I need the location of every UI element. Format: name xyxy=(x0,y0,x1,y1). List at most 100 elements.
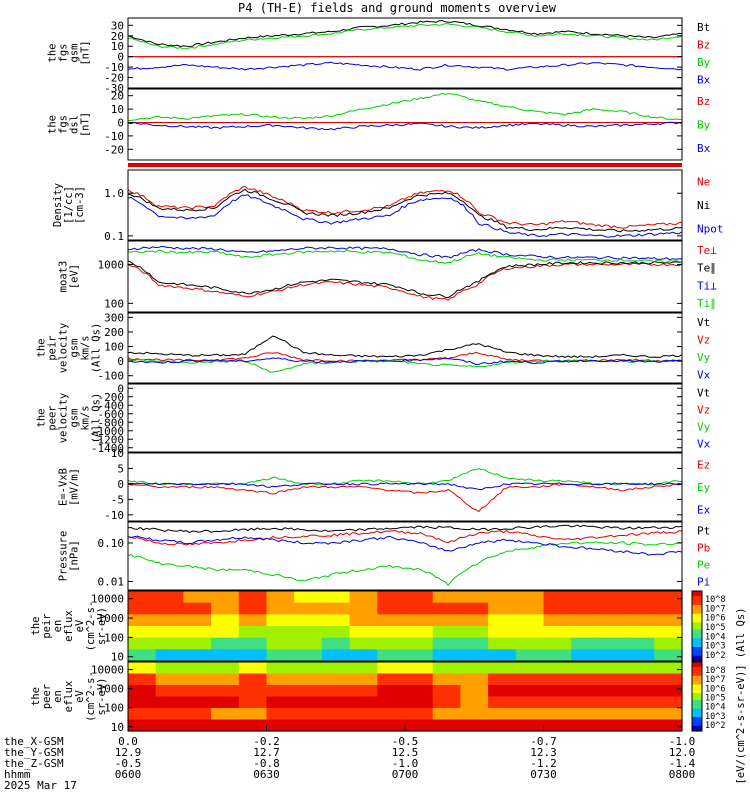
y-tick-label: 1000 xyxy=(98,612,125,625)
spectrogram-cell xyxy=(183,591,212,604)
legend-Te: Te⊥ xyxy=(697,244,717,257)
spectrogram-cell xyxy=(654,626,683,639)
panel-peir-vel: 300 200 1000 -100 the peir velocity gsm km/s (All… xyxy=(36,311,711,384)
spectrogram-cell xyxy=(294,637,323,650)
legend-Ni: Ni xyxy=(697,199,710,212)
spectrogram-cell xyxy=(515,719,545,732)
y-axis-label: km/s xyxy=(80,335,92,360)
colorbar-cell xyxy=(692,605,702,608)
spectrogram-cell xyxy=(155,685,184,698)
spectrogram-cell xyxy=(598,662,628,675)
colorbar-tick-label: 10^2 xyxy=(705,651,725,661)
spectrogram-cell xyxy=(432,685,461,698)
legend-Ex: Ex xyxy=(697,504,711,517)
spectrogram-cell xyxy=(238,708,268,721)
colorbar-cell xyxy=(692,624,702,627)
colorbar-cell xyxy=(692,601,702,604)
x-tick-label: -1.0 xyxy=(392,757,419,770)
legend-Pt: Pt xyxy=(697,525,710,538)
panel-frame-bg xyxy=(128,384,682,452)
colorbar-cell xyxy=(692,657,702,660)
panel-frame-bg xyxy=(128,18,682,88)
colorbar-cell xyxy=(692,594,702,597)
x-tick-label: -0.5 xyxy=(392,735,419,748)
spectrogram-cell xyxy=(377,696,406,709)
spectrogram-cell xyxy=(405,637,434,650)
y-tick-label: 10 xyxy=(111,721,124,734)
spectrogram-cell xyxy=(211,673,240,686)
y-axis-label: peer xyxy=(47,405,59,430)
colorbar-cell xyxy=(692,672,702,675)
spectrogram-cell xyxy=(266,637,295,650)
spectrogram-cell xyxy=(128,626,157,639)
colorbar-cell xyxy=(692,703,702,706)
x-tick-label: 12.3 xyxy=(530,746,557,759)
legend-Ti: Ti∥ xyxy=(697,297,716,310)
x-tick-label: -0.8 xyxy=(253,757,280,770)
y-axis-label: velocity xyxy=(58,393,70,444)
spectrogram-cell xyxy=(377,662,406,675)
spectrogram-cell xyxy=(349,649,378,662)
colorbar-cell xyxy=(692,710,702,713)
x-tick-label: -1.0 xyxy=(669,735,696,748)
series-Ti-line xyxy=(127,245,683,261)
spectrogram-cell xyxy=(183,708,212,721)
spectrogram-cell xyxy=(626,708,655,721)
y-axis-label: [cm-3] xyxy=(74,186,86,224)
spectrogram-cell xyxy=(321,626,351,639)
spectrogram-cell xyxy=(515,685,545,698)
spectrogram-cell xyxy=(377,637,406,650)
y-tick-label: -400 xyxy=(98,399,125,412)
panel-border xyxy=(127,383,683,453)
y-axis-label: en xyxy=(52,690,64,703)
spectrogram-cell xyxy=(211,614,240,627)
spectrogram-cell xyxy=(211,637,240,650)
spectrogram-cell xyxy=(405,696,434,709)
spectrogram-cell xyxy=(654,696,683,709)
spectrogram-cell xyxy=(571,708,600,721)
spectrogram-cell xyxy=(571,637,600,650)
colorbar-cell xyxy=(692,687,702,691)
y-axis-label: [nT] xyxy=(80,40,92,65)
series-Pb-line xyxy=(127,529,683,546)
series-Ez-line xyxy=(127,483,683,513)
colorbar-cell xyxy=(692,713,702,717)
y-tick-label: 0.10 xyxy=(98,537,125,550)
legend-Vy: Vy xyxy=(697,351,711,364)
y-tick-label: 20 xyxy=(111,30,124,43)
series-Ex-line xyxy=(127,482,683,491)
colorbar-tick-label: 10^3 xyxy=(705,712,725,722)
spectrogram-cell xyxy=(377,685,406,698)
spectrogram-cell xyxy=(128,662,157,675)
spectrogram-cell xyxy=(515,708,545,721)
colorbar-tick-label: 10^2 xyxy=(705,721,725,731)
spectrogram-cell xyxy=(349,685,378,698)
series-Ne-line xyxy=(127,185,683,229)
series-By-line xyxy=(127,23,683,50)
spectrogram-cell xyxy=(626,696,655,709)
legend-Vt: Vt xyxy=(697,387,710,400)
spectrogram-cell xyxy=(405,614,434,627)
colorbar-cell xyxy=(692,729,702,732)
colorbar-cell xyxy=(692,677,702,680)
colorbar-cell xyxy=(692,650,702,653)
colorbar-cell xyxy=(692,708,702,711)
spectrogram-cell xyxy=(654,662,683,675)
spectrogram-cell xyxy=(488,602,517,615)
colorbar-cell xyxy=(692,684,702,687)
spectrogram-cell xyxy=(128,649,157,662)
spectrogram-cell xyxy=(128,685,157,698)
colorbar-cell xyxy=(692,606,702,610)
spectrogram-cell xyxy=(488,591,517,604)
spectrogram-cell xyxy=(571,673,600,686)
x-tick-label: 0.0 xyxy=(118,735,138,748)
spectrogram-cell xyxy=(349,662,378,675)
colorbar-cell xyxy=(692,647,702,650)
spectrogram-cell xyxy=(543,637,572,650)
y-axis-label: fgs xyxy=(58,115,70,134)
colorbar-cell xyxy=(692,592,702,596)
spectrogram-cell xyxy=(626,637,655,650)
spectrogram-cell xyxy=(460,662,489,675)
spectrogram-cell xyxy=(515,614,545,627)
x-row-label: the_Y-GSM xyxy=(4,746,64,759)
